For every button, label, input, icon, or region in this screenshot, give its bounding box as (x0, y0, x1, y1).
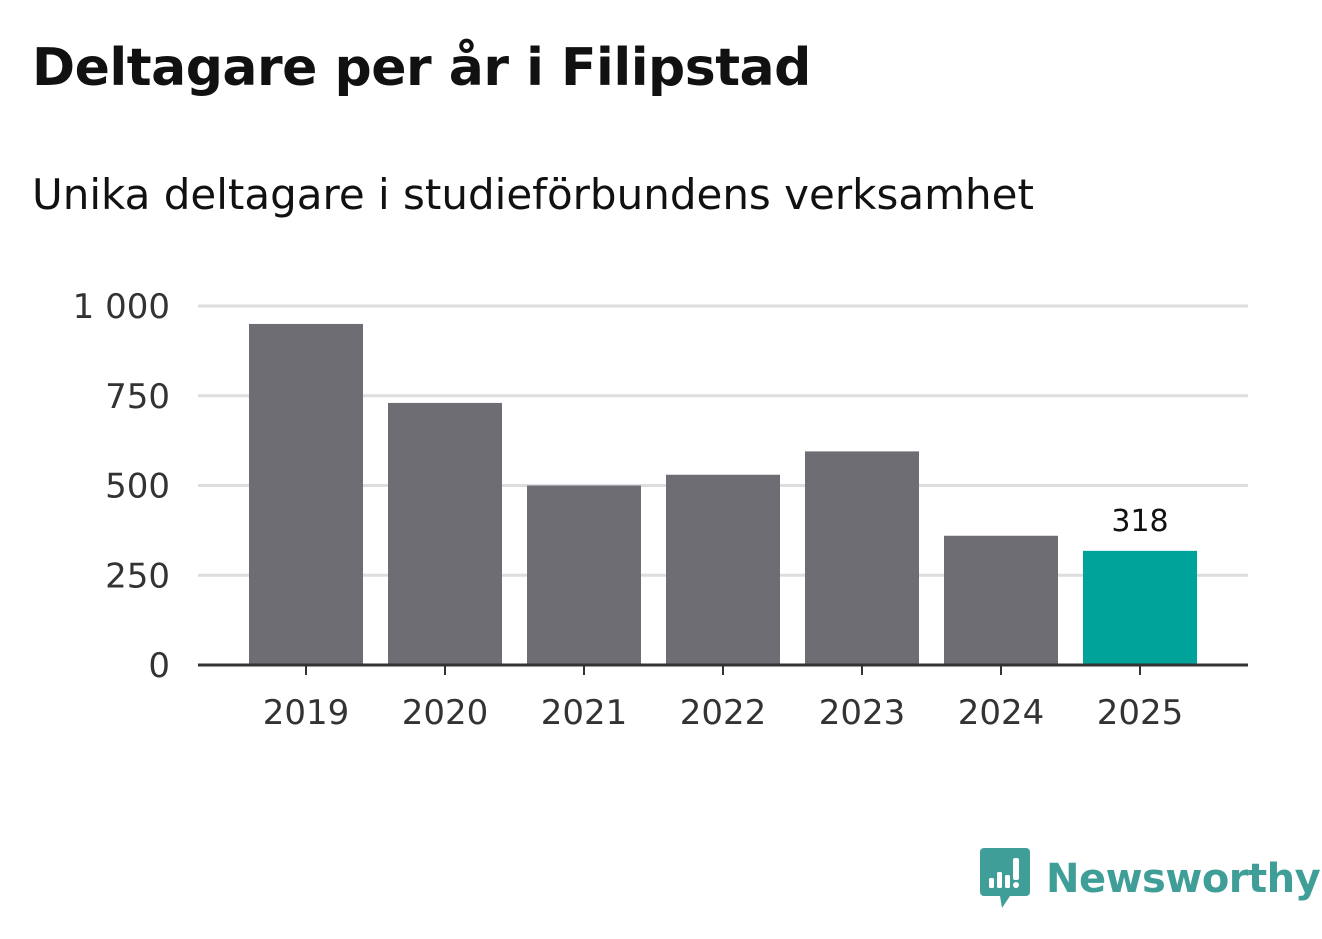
y-tick-label: 250 (105, 556, 170, 596)
y-tick-label: 0 (148, 646, 170, 686)
newsworthy-logo-icon (980, 848, 1030, 908)
chart-title: Deltagare per år i Filipstad (32, 38, 811, 98)
x-tick-label: 2024 (958, 693, 1045, 733)
x-tick-label: 2023 (819, 693, 906, 733)
x-tick-label: 2021 (541, 693, 628, 733)
chart-subtitle: Unika deltagare i studieförbundens verks… (32, 170, 1034, 219)
y-tick-label: 500 (105, 467, 170, 507)
bar-2023 (805, 451, 919, 665)
bar-2020 (388, 402, 502, 665)
bar-2025 (1083, 550, 1197, 665)
newsworthy-logo-text: Newsworthy (1046, 856, 1321, 902)
newsworthy-logo[interactable]: Newsworthy (980, 848, 1321, 910)
x-tick-label: 2019 (263, 693, 350, 733)
x-tick-label: 2020 (402, 693, 489, 733)
y-tick-label: 1 000 (73, 287, 170, 327)
x-tick-label: 2025 (1097, 693, 1184, 733)
bar-2024 (944, 535, 1058, 665)
bar-2019 (249, 323, 363, 665)
bar-2022 (666, 474, 780, 665)
y-tick-label: 750 (105, 377, 170, 417)
bar-2021 (527, 485, 641, 665)
x-tick-label: 2022 (680, 693, 767, 733)
data-label: 318 (1111, 504, 1168, 539)
